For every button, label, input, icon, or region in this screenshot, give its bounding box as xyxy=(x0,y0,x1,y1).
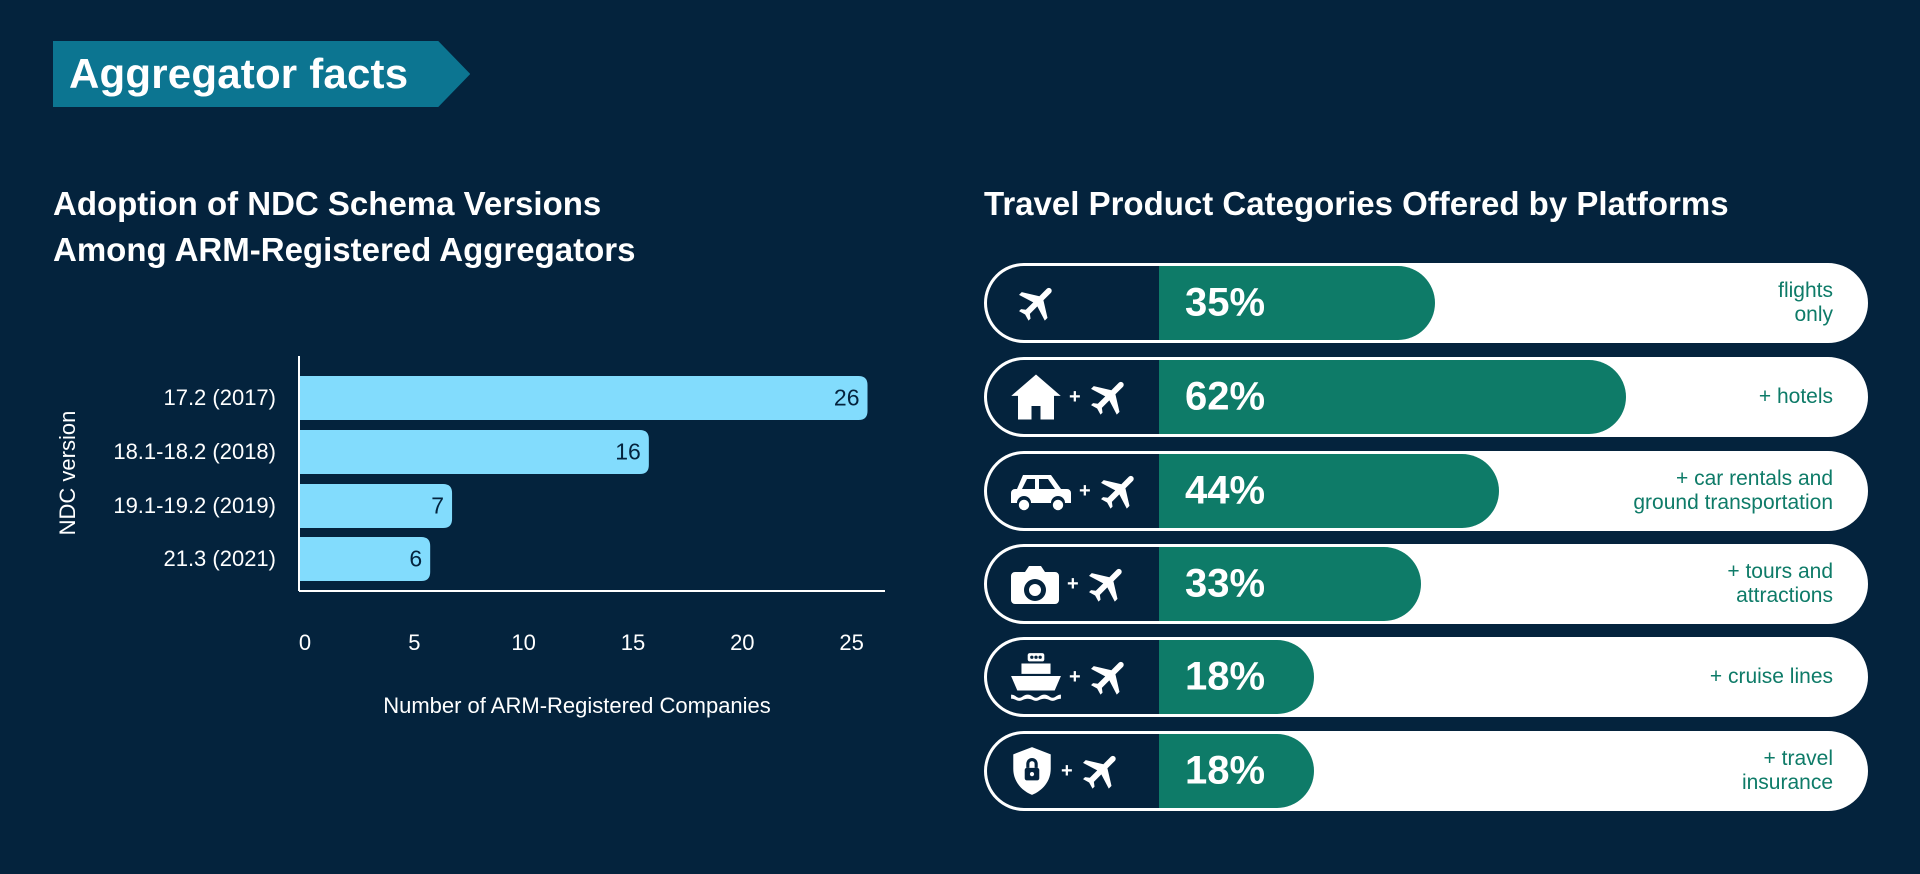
house-icon xyxy=(1009,372,1063,422)
plane-icon xyxy=(1097,468,1143,514)
x-tick-label-5: 25 xyxy=(839,630,864,655)
plane-icon xyxy=(1015,280,1061,326)
pill-category-label-3: + tours and attractions xyxy=(1727,560,1833,607)
bar-value-label-3: 6 xyxy=(409,545,423,572)
bar-0 xyxy=(300,376,868,420)
category-label-2: 19.1-19.2 (2019) xyxy=(113,493,276,518)
pill-fill-bar-3 xyxy=(1159,547,1421,621)
shield-lock-icon xyxy=(1009,745,1055,797)
category-pill-5: 18% + travel insurance + xyxy=(984,731,1868,811)
x-tick-label-4: 20 xyxy=(730,630,755,655)
pill-icon-area xyxy=(987,266,1187,340)
pill-fill-bar-0 xyxy=(1159,266,1435,340)
plane-icon xyxy=(1087,654,1133,700)
x-axis-label: Number of ARM-Registered Companies xyxy=(383,693,771,718)
pill-category-label-2: + car rentals and ground transportation xyxy=(1633,467,1833,514)
section-banner: Aggregator facts xyxy=(53,41,470,107)
ship-icon xyxy=(1009,651,1063,703)
x-tick-label-2: 10 xyxy=(511,630,536,655)
bar-value-label-0: 26 xyxy=(833,384,860,411)
bar-2 xyxy=(300,484,453,528)
plus-sign: + xyxy=(1069,665,1081,688)
y-axis-label: NDC version xyxy=(55,410,80,536)
pill-category-label-5: + travel insurance xyxy=(1741,747,1833,794)
bar-value-label-1: 16 xyxy=(615,438,641,465)
pill-percent-label-5: 18% xyxy=(1185,748,1266,793)
category-label-0: 17.2 (2017) xyxy=(163,385,276,410)
plus-sign: + xyxy=(1069,385,1081,408)
pill-percent-label-3: 33% xyxy=(1185,561,1266,606)
pill-category-label-1: + hotels xyxy=(1758,385,1833,408)
left-chart-title: Adoption of NDC Schema Versions Among AR… xyxy=(53,181,635,273)
pill-category-label-4: + cruise lines xyxy=(1709,665,1833,688)
pill-fill-bar-4 xyxy=(1159,640,1315,714)
pill-percent-label-4: 18% xyxy=(1185,654,1266,699)
pill-icons-2: + xyxy=(1009,468,1143,514)
camera-icon xyxy=(1009,562,1061,606)
category-pill-0: 35% flights only xyxy=(984,263,1868,343)
category-pill-3: 33% + tours and attractions + xyxy=(984,544,1868,624)
bar-value-label-2: 7 xyxy=(431,492,445,519)
pill-percent-label-1: 62% xyxy=(1185,374,1266,419)
pill-icons-3: + xyxy=(1009,561,1131,607)
x-tick-label-0: 0 xyxy=(298,630,312,655)
plane-icon xyxy=(1085,561,1131,607)
pill-fill-bar-5 xyxy=(1159,734,1315,808)
plane-icon xyxy=(1079,748,1125,794)
plus-sign: + xyxy=(1061,759,1073,782)
banner-title: Aggregator facts xyxy=(69,50,409,97)
pill-icons-4: + xyxy=(1009,651,1133,703)
pill-percent-label-2: 44% xyxy=(1185,468,1266,513)
left-chart-title-line2: Among ARM-Registered Aggregators xyxy=(53,231,636,268)
pill-fill-bar-1 xyxy=(1159,360,1626,434)
pill-icons-1: + xyxy=(1009,372,1133,422)
bar-1 xyxy=(300,430,649,474)
x-tick-label-3: 15 xyxy=(620,630,646,655)
category-label-1: 18.1-18.2 (2018) xyxy=(113,439,276,464)
pill-icons-5: + xyxy=(1009,745,1125,797)
left-chart-title-line1: Adoption of NDC Schema Versions xyxy=(53,185,602,222)
category-label-3: 21.3 (2021) xyxy=(163,546,276,571)
category-pill-4: 18% + cruise lines + xyxy=(984,637,1868,717)
pill-percent-label-0: 35% xyxy=(1185,280,1266,325)
category-pill-2: 44% + car rentals and ground transportati… xyxy=(984,451,1868,531)
category-pill-1: 62% + hotels + xyxy=(984,357,1868,437)
pill-icons-0 xyxy=(1009,280,1061,326)
plus-sign: + xyxy=(1067,572,1079,595)
bar-3 xyxy=(300,537,431,581)
car-icon xyxy=(1009,469,1073,513)
right-chart-title: Travel Product Categories Offered by Pla… xyxy=(984,185,1729,222)
pill-category-label-0: flights only xyxy=(1778,279,1833,326)
pill-fill-bar-2 xyxy=(1159,454,1499,528)
x-tick-label-1: 5 xyxy=(408,630,421,655)
plane-icon xyxy=(1087,374,1133,420)
plus-sign: + xyxy=(1079,479,1091,502)
